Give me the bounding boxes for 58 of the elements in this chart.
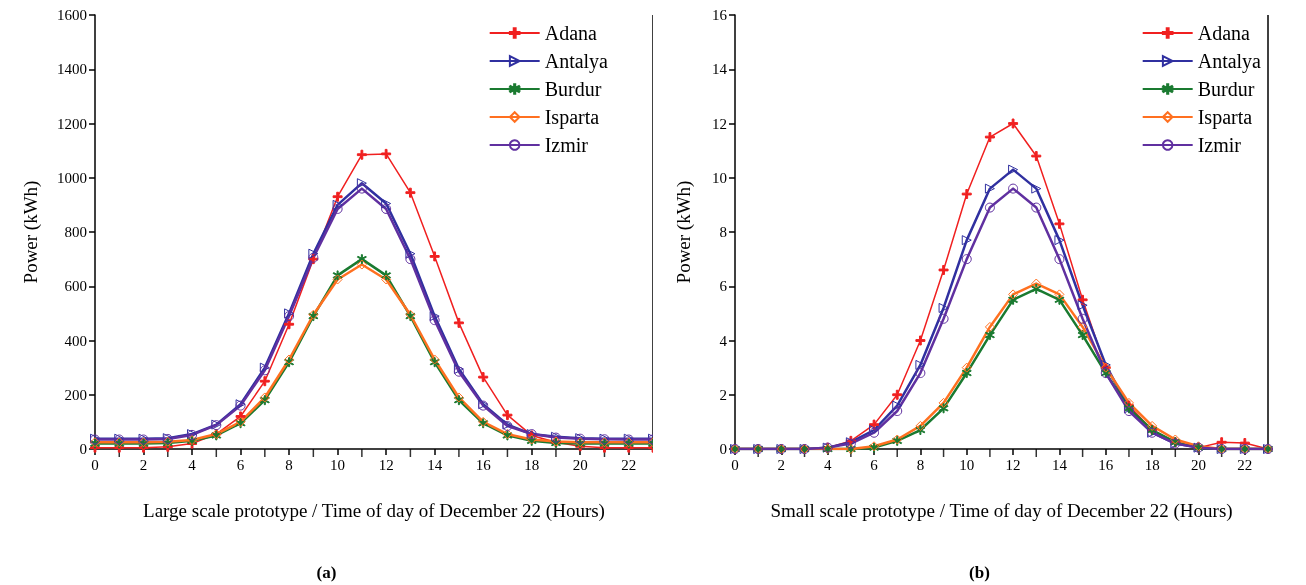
- x-tick-label: 12: [1005, 456, 1021, 473]
- legend-label: Isparta: [544, 106, 600, 129]
- legend-label: Antalya: [1197, 50, 1262, 73]
- x-tick-label: 6: [870, 456, 879, 473]
- y-tick-label: 6: [719, 278, 728, 295]
- x-tick-label: 10: [959, 456, 975, 473]
- x-tick-label: 2: [139, 456, 148, 473]
- y-tick-label: 1200: [57, 115, 87, 132]
- y-tick-label: 800: [64, 224, 87, 240]
- x-tick-label: 22: [621, 456, 637, 473]
- x-tick-label: 20: [572, 456, 588, 473]
- y-tick-label: 14: [712, 61, 728, 78]
- x-tick-label: 12: [378, 456, 394, 473]
- x-tick-label: 6: [236, 456, 245, 473]
- y-tick-label: 200: [64, 386, 87, 403]
- y-tick-label: 0: [79, 441, 87, 457]
- x-tick-label: 18: [524, 456, 540, 473]
- x-tick-label: 16: [475, 456, 492, 473]
- legend-label: Antalya: [544, 50, 609, 73]
- x-tick-label: 20: [1190, 456, 1206, 473]
- y-tick-label: 1400: [57, 61, 87, 78]
- x-tick-label: 4: [188, 456, 197, 473]
- y-tick-label: 16: [712, 7, 728, 23]
- x-tick-label: 18: [1144, 456, 1160, 473]
- x-tick-label: 10: [330, 456, 346, 473]
- legend-label: Adana: [544, 22, 598, 44]
- y-tick-label: 0: [719, 441, 727, 457]
- y-axis-title: Power (kWh): [20, 180, 42, 284]
- legend-label: Isparta: [1197, 106, 1253, 129]
- x-tick-label: 0: [91, 456, 99, 473]
- x-tick-label: 22: [1237, 456, 1253, 473]
- x-tick-label: 0: [731, 456, 739, 473]
- text: (b): [969, 563, 990, 582]
- legend-label: Izmir: [544, 134, 589, 156]
- y-tick-label: 1600: [57, 7, 87, 23]
- y-tick-label: 4: [719, 332, 728, 349]
- x-tick-label: 16: [1098, 456, 1114, 473]
- x-tick-label: 14: [427, 456, 443, 473]
- legend-label: Burdur: [544, 78, 602, 100]
- y-tick-label: 600: [64, 278, 87, 295]
- x-axis-title: Small scale prototype / Time of day of December 22 (Hours): [770, 500, 1233, 522]
- legend-label: Izmir: [1197, 134, 1242, 156]
- x-tick-label: 2: [777, 456, 786, 473]
- legend-label: Burdur: [1197, 78, 1255, 100]
- x-axis-title: Large scale prototype / Time of day of December 22 (Hours): [143, 500, 605, 522]
- y-tick-label: 2: [719, 386, 727, 403]
- y-axis-title: Power (kWh): [673, 180, 695, 284]
- x-tick-label: 8: [285, 456, 293, 473]
- y-tick-label: 8: [719, 224, 727, 240]
- x-tick-label: 8: [916, 456, 925, 473]
- text: (a): [316, 563, 337, 582]
- x-tick-label: 4: [823, 456, 832, 473]
- y-tick-label: 1000: [57, 169, 87, 186]
- x-tick-label: 14: [1051, 456, 1068, 473]
- y-tick-label: 10: [712, 169, 727, 186]
- y-tick-label: 400: [64, 332, 87, 349]
- legend-label: Adana: [1197, 22, 1251, 44]
- y-tick-label: 12: [712, 115, 727, 132]
